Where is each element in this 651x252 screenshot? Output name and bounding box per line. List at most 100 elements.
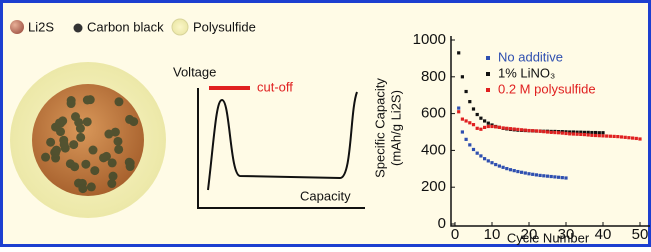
legend: Li2S Carbon black Polysulfide: [10, 19, 256, 35]
legend-label: 0.2 M polysulfide: [498, 81, 596, 96]
li2s-icon: [10, 20, 24, 34]
carbon-dot: [89, 146, 98, 155]
point: [557, 131, 560, 134]
carbon-dot: [55, 118, 64, 127]
carbon-dot: [126, 162, 135, 171]
point: [487, 122, 490, 125]
point: [498, 164, 501, 167]
point: [587, 133, 590, 136]
point: [557, 176, 560, 179]
point: [624, 136, 627, 139]
x-axis-label: Cycle Number: [507, 230, 590, 245]
carbon-dot: [109, 172, 118, 181]
legend-marker: [486, 56, 490, 60]
point: [527, 129, 530, 132]
point: [472, 123, 475, 126]
x-tick-label: 10: [484, 226, 501, 243]
x-tick-label: 50: [632, 226, 649, 243]
carbon-dot: [99, 153, 108, 162]
point: [490, 125, 493, 128]
point: [509, 168, 512, 171]
carbon-dot: [114, 145, 123, 154]
point: [479, 128, 482, 131]
carbon-dot: [46, 138, 55, 147]
x-tick-label: 20: [521, 226, 538, 243]
legend-marker: [486, 88, 490, 92]
point: [564, 176, 567, 179]
carbon-dot: [60, 140, 69, 149]
polysulfide-icon: [172, 19, 188, 35]
carbon-dot: [83, 95, 92, 104]
x-tick-label: 0: [451, 226, 459, 243]
point: [513, 127, 516, 130]
point: [502, 126, 505, 129]
legend-marker: [486, 72, 490, 76]
point: [598, 131, 601, 134]
carbon-dot: [69, 140, 78, 149]
point: [476, 113, 479, 116]
point: [524, 171, 527, 174]
legend-label: 1% LiNO₃: [498, 65, 555, 80]
point: [590, 131, 593, 134]
point: [583, 133, 586, 136]
point: [553, 131, 556, 134]
point: [553, 175, 556, 178]
point: [638, 137, 641, 140]
point: [564, 132, 567, 135]
point: [546, 130, 549, 133]
y-axis-label: Specific Capacity: [372, 78, 387, 178]
point: [524, 129, 527, 132]
point: [457, 110, 460, 113]
carbon-dot: [81, 160, 90, 169]
carbon-dot: [113, 137, 122, 146]
point: [487, 159, 490, 162]
point: [502, 166, 505, 169]
point: [476, 127, 479, 130]
point: [494, 163, 497, 166]
point: [465, 119, 468, 122]
point: [461, 118, 464, 121]
point: [483, 157, 486, 160]
point: [616, 135, 619, 138]
carbon-dot: [76, 133, 85, 142]
carbon-dot: [114, 97, 123, 106]
point: [531, 129, 534, 132]
point: [568, 132, 571, 135]
carbon-dot: [125, 115, 134, 124]
point: [627, 136, 630, 139]
point: [457, 106, 460, 109]
graphical-abstract: Li2S Carbon black Polysulfide Voltage cu…: [0, 0, 651, 247]
carbon-dot: [71, 112, 80, 121]
point: [561, 132, 564, 135]
y-axis-label: (mAh/g Li2S): [388, 90, 403, 166]
point: [635, 137, 638, 140]
point: [598, 134, 601, 137]
sketch-label: Voltage: [173, 64, 216, 79]
y-tick-label: 600: [421, 105, 446, 122]
carbon-dot: [83, 117, 92, 126]
point: [468, 100, 471, 103]
point: [576, 133, 579, 136]
point: [613, 135, 616, 138]
x-tick-label: 40: [595, 226, 612, 243]
carbon-dot: [108, 158, 117, 167]
point: [468, 143, 471, 146]
point: [461, 75, 464, 78]
sketch-label: Capacity: [300, 188, 351, 203]
point: [516, 128, 519, 131]
point: [546, 175, 549, 178]
carbon-dot: [67, 96, 76, 105]
carbon-dot: [87, 182, 96, 191]
point: [535, 129, 538, 132]
point: [472, 148, 475, 151]
point: [527, 172, 530, 175]
y-tick-label: 200: [421, 178, 446, 195]
point: [539, 130, 542, 133]
point: [476, 152, 479, 155]
carbon-dot: [70, 162, 79, 171]
point: [594, 131, 597, 134]
point: [516, 170, 519, 173]
point: [505, 167, 508, 170]
carbon-dot: [41, 153, 50, 162]
point: [535, 173, 538, 176]
